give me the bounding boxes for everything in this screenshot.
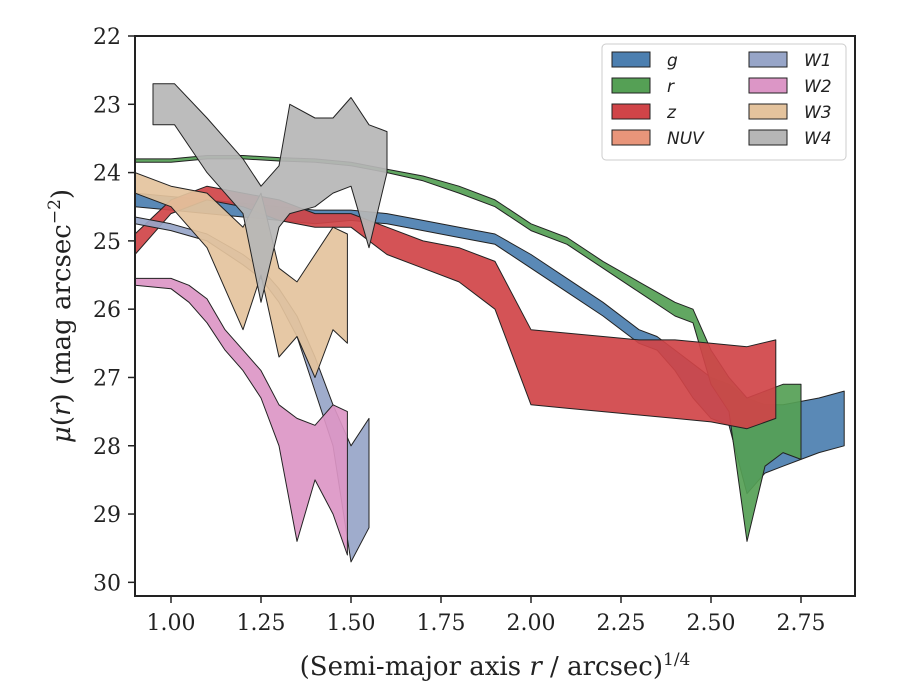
x-axis: 1.00 1.25 1.50 1.75 2.00 2.25 2.50 2.75 [147, 596, 826, 636]
series-layer [135, 83, 845, 563]
x-tick-label: 2.75 [777, 611, 826, 636]
legend-swatch-W4 [748, 129, 788, 146]
legend-swatch-g [611, 51, 651, 68]
y-tick-label: 23 [93, 93, 121, 118]
y-tick-label: 30 [93, 571, 121, 596]
legend-swatch-z [611, 103, 651, 120]
plot-area [135, 83, 845, 563]
legend-label-NUV: NUV [667, 129, 705, 149]
y-axis-title: μ(r) (mag arcsec−2) [45, 189, 77, 443]
legend-swatch-W2 [748, 77, 788, 94]
band-g [135, 192, 845, 495]
legend-label-W1: W1 [804, 51, 832, 71]
band-W2 [135, 277, 348, 556]
band-W4 [152, 83, 388, 303]
plot-frame [134, 35, 856, 597]
y-tick-label: 22 [93, 25, 121, 50]
y-tick-label: 28 [93, 435, 121, 460]
legend-swatch-r [611, 77, 651, 94]
y-axis: 22 23 24 25 26 27 28 29 30 [93, 25, 135, 596]
legend-swatch-W1 [748, 51, 788, 68]
x-tick-label: 1.25 [237, 611, 286, 636]
x-tick-label: 1.75 [417, 611, 466, 636]
x-tick-label: 2.25 [597, 611, 646, 636]
y-tick-label: 25 [93, 230, 121, 255]
x-tick-label: 2.00 [507, 611, 556, 636]
legend-swatch-NUV [611, 129, 651, 146]
legend-label-W4: W4 [804, 129, 832, 149]
legend: grz NUV W1 W2 W3 W4 [601, 43, 847, 161]
y-tick-label: 24 [93, 162, 121, 187]
y-tick-label: 29 [93, 503, 121, 528]
legend-label-z: z [666, 103, 677, 123]
y-tick-label: 27 [93, 366, 121, 391]
legend-label-W3: W3 [804, 103, 832, 123]
legend-label-W2: W2 [804, 77, 832, 97]
legend-label-g: g [667, 51, 678, 71]
x-tick-label: 1.50 [327, 611, 376, 636]
x-axis-title: (Semi-major axis r / arcsec)1/4 [300, 650, 691, 682]
legend-swatch-W3 [748, 103, 788, 120]
y-tick-label: 26 [93, 298, 121, 323]
x-tick-label: 1.00 [147, 611, 196, 636]
legend-label-r: r [667, 77, 675, 97]
x-tick-label: 2.50 [687, 611, 736, 636]
